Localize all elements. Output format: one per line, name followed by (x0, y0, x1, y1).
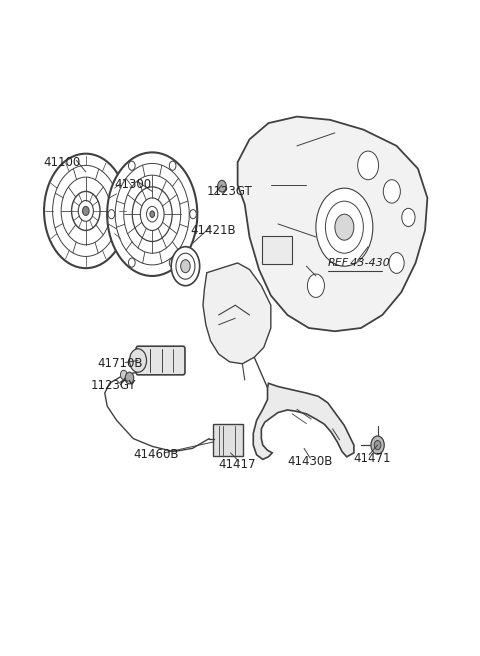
Text: 41460B: 41460B (133, 448, 179, 461)
Circle shape (384, 180, 400, 203)
Text: 41417: 41417 (219, 458, 256, 471)
Polygon shape (253, 383, 354, 459)
Circle shape (150, 211, 155, 217)
Circle shape (316, 188, 373, 266)
Text: 41300: 41300 (114, 178, 151, 192)
Text: 1123GT: 1123GT (207, 185, 252, 198)
Circle shape (169, 161, 176, 171)
Circle shape (115, 163, 189, 265)
Circle shape (190, 210, 196, 218)
Text: 41100: 41100 (43, 155, 80, 169)
Polygon shape (238, 117, 427, 331)
Circle shape (140, 198, 164, 230)
Circle shape (402, 209, 415, 226)
Circle shape (180, 260, 190, 273)
Text: REF.43-430: REF.43-430 (328, 258, 391, 268)
Circle shape (72, 192, 100, 230)
Circle shape (130, 349, 146, 372)
Circle shape (125, 372, 134, 384)
Polygon shape (203, 263, 271, 364)
Circle shape (218, 180, 226, 192)
Text: 41471: 41471 (354, 451, 391, 464)
FancyBboxPatch shape (136, 346, 185, 375)
Circle shape (358, 151, 379, 180)
FancyBboxPatch shape (213, 424, 243, 456)
Circle shape (107, 152, 197, 276)
Circle shape (108, 210, 115, 218)
Circle shape (176, 253, 195, 279)
Circle shape (169, 258, 176, 267)
Circle shape (132, 187, 172, 241)
Circle shape (371, 436, 384, 454)
Text: 41421B: 41421B (190, 224, 236, 237)
Circle shape (120, 370, 127, 379)
Circle shape (129, 258, 135, 267)
Text: 41710B: 41710B (97, 358, 143, 370)
Circle shape (129, 161, 135, 171)
Text: 41430B: 41430B (288, 455, 333, 468)
Circle shape (44, 154, 128, 268)
Circle shape (389, 253, 404, 274)
Circle shape (53, 165, 119, 256)
Circle shape (78, 201, 94, 221)
FancyBboxPatch shape (262, 236, 292, 264)
Circle shape (171, 247, 200, 286)
Text: 1123GY: 1123GY (91, 379, 136, 392)
Circle shape (374, 441, 381, 449)
Circle shape (83, 207, 89, 215)
Circle shape (61, 177, 110, 245)
Circle shape (146, 207, 158, 222)
Circle shape (124, 175, 180, 253)
Circle shape (307, 274, 324, 297)
Circle shape (325, 201, 363, 253)
Circle shape (335, 214, 354, 240)
